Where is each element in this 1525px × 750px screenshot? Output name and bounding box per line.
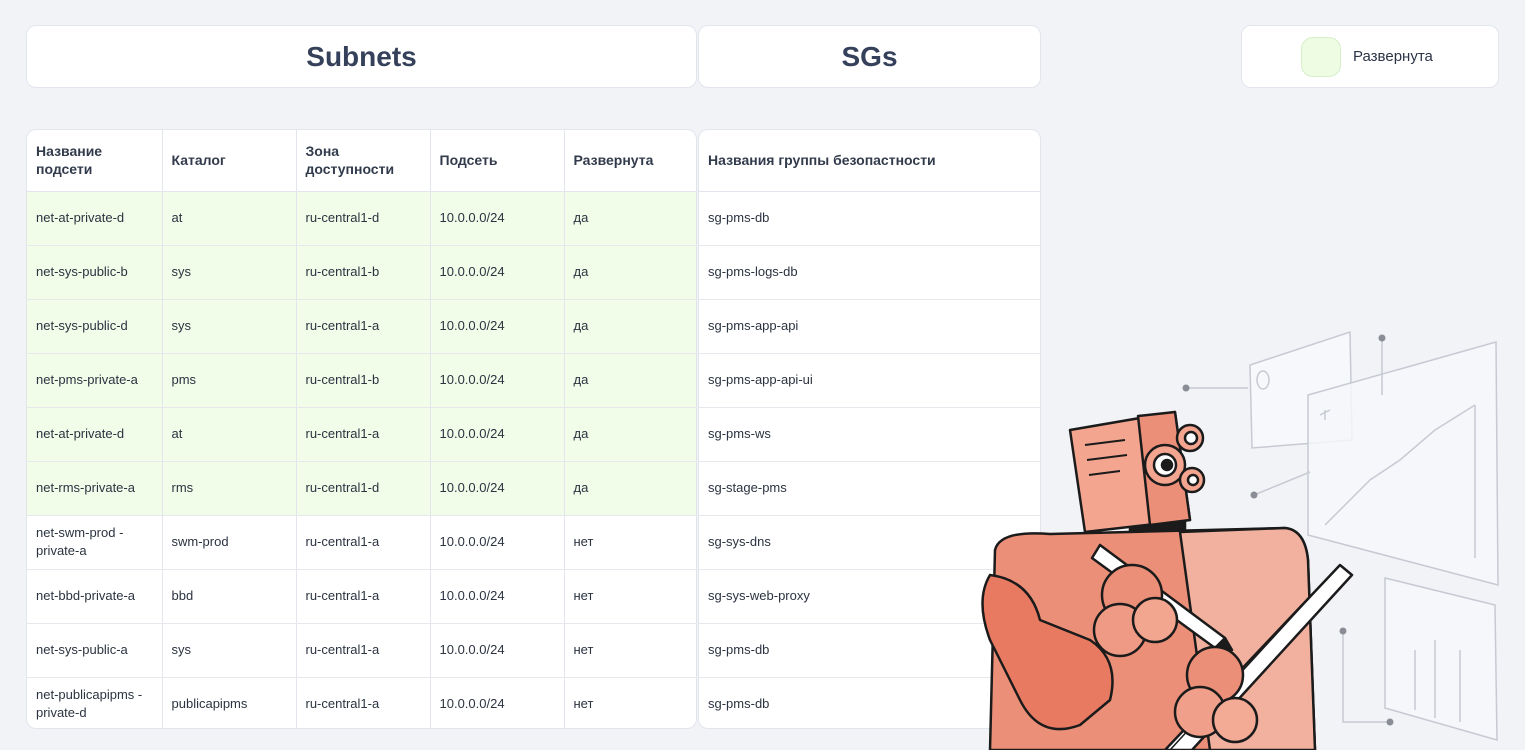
catalog-cell: rms xyxy=(161,461,296,516)
subnet-row: net-at-private-d at ru-central1-d 10.0.0.0/… xyxy=(27,191,696,246)
sg-row: sg-pms-app-api xyxy=(699,299,1040,354)
deployed-cell: нет xyxy=(563,677,696,728)
subnet-name-cell: net-bbd-private-a xyxy=(27,569,162,624)
sg-row: sg-pms-db xyxy=(699,677,1040,728)
subnet-row: net-sys-public-b sys ru-central1-b 10.0.0.0… xyxy=(27,245,696,300)
subnet-row: net-publicapipms -private-d publicapipms r… xyxy=(27,677,696,728)
sg-name-cell: sg-stage-pms xyxy=(699,461,1040,516)
subnet-cidr-cell: 10.0.0.0/24 xyxy=(429,677,564,728)
subnet-name-cell: net-pms-private-a xyxy=(27,353,162,408)
sg-name-cell: sg-pms-db xyxy=(708,696,770,712)
subnet-cidr-cell: 10.0.0.0/24 xyxy=(429,569,564,624)
deployed-cell: нет xyxy=(563,623,696,678)
subnet-name-cell: net-at-private-d xyxy=(27,407,162,462)
sgs-table: Названия группы безопастности sg-pms-db s… xyxy=(699,130,1040,728)
catalog-cell: sys xyxy=(161,623,296,678)
catalog-cell: sys xyxy=(161,299,296,354)
catalog-cell: bbd xyxy=(161,569,296,624)
subnet-row: net-pms-private-a pms ru-central1-b 10.0.0.… xyxy=(27,353,696,408)
deployed-cell: да xyxy=(563,299,696,354)
zone-cell: ru-central1-a xyxy=(295,569,430,624)
column-header-subnet-name: Названиe подсети xyxy=(27,130,162,192)
sg-row: sg-sys-dns xyxy=(699,515,1040,570)
sg-row: sg-pms-logs-db xyxy=(699,245,1040,300)
sgs-table-panel: Названия группы безопастности sg-pms-db s… xyxy=(698,129,1041,729)
robot-with-tablet-illustration xyxy=(981,330,1499,750)
subnet-cidr-cell: 10.0.0.0/24 xyxy=(429,191,564,246)
sg-name-cell: sg-pms-db xyxy=(699,191,1040,246)
subnet-name-cell: net-sys-public-a xyxy=(27,623,162,678)
sg-row: sg-pms-db xyxy=(699,623,1040,678)
sg-name-cell: sg-pms-ws xyxy=(699,407,1040,462)
catalog-cell: sys xyxy=(161,245,296,300)
deployed-cell: нет xyxy=(563,515,696,570)
subnet-cidr-cell: 10.0.0.0/24 xyxy=(429,353,564,408)
deployed-cell: нет xyxy=(563,569,696,624)
subnet-row: net-bbd-private-a bbd ru-central1-a 10.0.0.… xyxy=(27,569,696,624)
zone-cell: ru-central1-d xyxy=(295,191,430,246)
subnet-name-cell: net-sys-public-d xyxy=(27,299,162,354)
column-header-catalog: Каталог xyxy=(161,130,296,192)
legend-label: Развернута xyxy=(1353,48,1433,65)
deployed-cell: да xyxy=(563,353,696,408)
subnet-name-cell: net-sys-public-b xyxy=(27,245,162,300)
zone-cell: ru-central1-a xyxy=(295,407,430,462)
zone-cell: ru-central1-b xyxy=(295,245,430,300)
sg-name-cell: sg-pms-db xyxy=(699,623,1040,678)
catalog-cell: at xyxy=(161,407,296,462)
sgs-header-card: SGs xyxy=(698,25,1041,88)
sgs-title: SGs xyxy=(841,40,898,72)
subnet-cidr-cell: 10.0.0.0/24 xyxy=(429,515,564,570)
sg-name-cell: sg-sys-dns xyxy=(699,515,1040,570)
sg-name-cell: sg-pms-logs-db xyxy=(699,245,1040,300)
subnets-header-row: Названиe подсети Каталог Зона доступност… xyxy=(27,130,696,192)
subnet-row: net-swm-prod -private-a swm-prod ru-centra… xyxy=(27,515,696,570)
column-header-subnet: Подсеть xyxy=(429,130,564,192)
subnet-cidr-cell: 10.0.0.0/24 xyxy=(429,623,564,678)
subnet-row: net-sys-public-a sys ru-central1-a 10.0.0.0… xyxy=(27,623,696,678)
sg-name-cell: sg-pms-app-api xyxy=(699,299,1040,354)
legend-swatch xyxy=(1301,36,1341,77)
catalog-cell: pms xyxy=(161,353,296,408)
subnets-table-panel: Названиe подсети Каталог Зона доступност… xyxy=(26,129,697,729)
zone-cell: ru-central1-b xyxy=(295,353,430,408)
subnet-row: net-rms-private-a rms ru-central1-d 10.0.0.… xyxy=(27,461,696,516)
sg-row: sg-stage-pms xyxy=(699,461,1040,516)
deployed-cell: да xyxy=(563,245,696,300)
subnet-row: net-sys-public-d sys ru-central1-a 10.0.0.0… xyxy=(27,299,696,354)
sg-row: sg-pms-app-api-ui xyxy=(699,353,1040,408)
deployed-cell: да xyxy=(563,191,696,246)
subnets-header-card: Subnets xyxy=(26,25,697,88)
subnets-title: Subnets xyxy=(306,40,417,72)
subnet-name-cell: net-at-private-d xyxy=(27,191,162,246)
subnet-name-cell: net-rms-private-a xyxy=(27,461,162,516)
column-header-deployed: Развернута xyxy=(563,130,696,192)
subnet-name-cell: net-swm-prod -private-a xyxy=(27,515,162,570)
column-header-sg-name: Названия группы безопастности xyxy=(699,130,1040,192)
subnet-cidr-cell: 10.0.0.0/24 xyxy=(429,407,564,462)
sg-row: sg-pms-db xyxy=(699,191,1040,246)
legend: Развернута xyxy=(1241,25,1499,88)
catalog-cell: swm-prod xyxy=(161,515,296,570)
zone-cell: ru-central1-a xyxy=(295,299,430,354)
subnet-cidr-cell: 10.0.0.0/24 xyxy=(429,245,564,300)
subnet-row: net-at-private-d at ru-central1-a 10.0.0.0/… xyxy=(27,407,696,462)
zone-cell: ru-central1-d xyxy=(295,461,430,516)
sgs-header-row: Названия группы безопастности xyxy=(699,130,1040,192)
catalog-cell: at xyxy=(161,191,296,246)
subnet-cidr-cell: 10.0.0.0/24 xyxy=(429,299,564,354)
zone-cell: ru-central1-a xyxy=(295,623,430,678)
column-header-zone: Зона доступности xyxy=(295,130,430,192)
zone-cell: ru-central1-a xyxy=(295,677,430,728)
subnet-cidr-cell: 10.0.0.0/24 xyxy=(429,461,564,516)
deployed-cell: да xyxy=(563,461,696,516)
subnets-table: Названиe подсети Каталог Зона доступност… xyxy=(27,130,696,728)
catalog-cell: publicapipms xyxy=(161,677,296,728)
deployed-cell: да xyxy=(563,407,696,462)
zone-cell: ru-central1-a xyxy=(295,515,430,570)
sg-row: sg-pms-ws xyxy=(699,407,1040,462)
sg-name-cell: sg-pms-app-api-ui xyxy=(699,353,1040,408)
subnet-name-cell: net-publicapipms -private-d xyxy=(36,687,143,721)
